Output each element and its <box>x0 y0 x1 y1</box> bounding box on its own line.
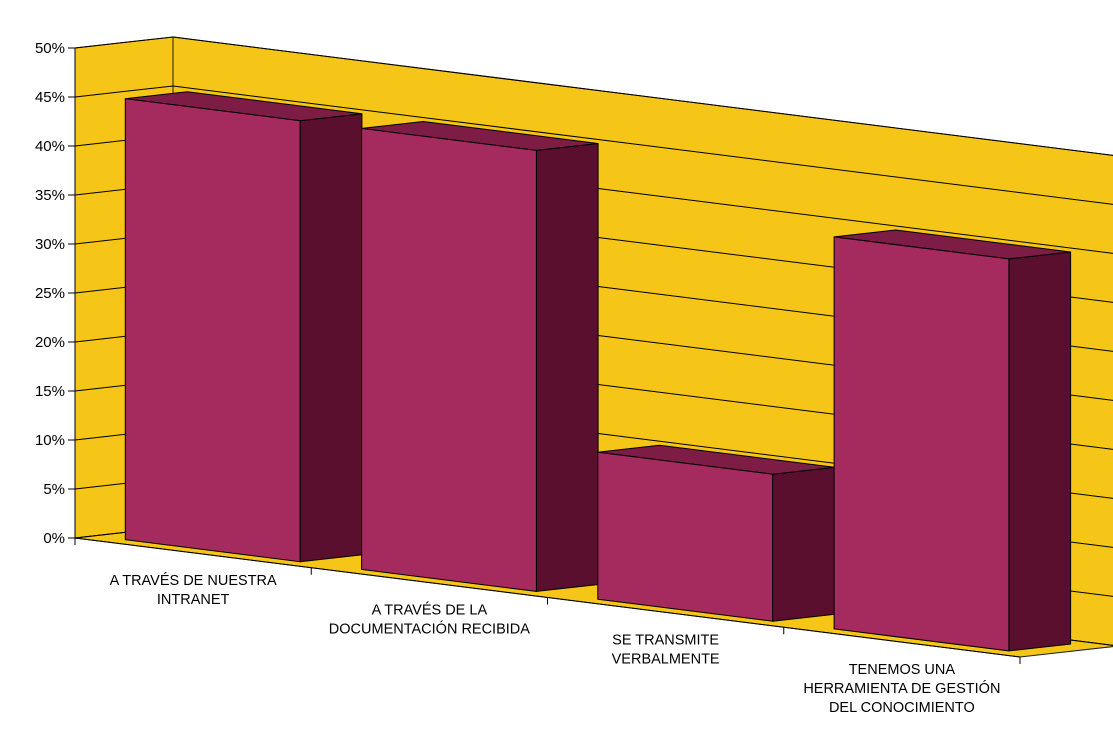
bar-front <box>124 98 301 563</box>
y-tick-label: 20% <box>35 334 65 351</box>
x-tick-label-line: HERRAMIENTA DE GESTIÓN <box>803 680 1000 697</box>
x-tick-label: A TRAVÉS DE NUESTRA INTRANET <box>110 572 277 608</box>
x-tick-label-line: TENEMOS UNA <box>849 662 956 678</box>
x-tick-label-line: A TRAVÉS DE LA <box>372 602 488 619</box>
bar-front <box>361 127 537 592</box>
x-tick-label: SE TRANSMITE VERBALMENTE <box>612 632 720 667</box>
y-tick-label: 0% <box>43 530 65 547</box>
x-tick-label-line: DEL CONOCIMIENTO <box>829 700 975 716</box>
bar <box>833 229 1072 652</box>
bar-side <box>535 142 599 592</box>
y-tick-label: 45% <box>35 89 65 106</box>
y-tick-label: 25% <box>35 285 65 302</box>
x-tick-label-line: INTRANET <box>157 592 230 608</box>
x-tick-label-line: SE TRANSMITE <box>612 632 719 648</box>
x-axis-tick-labels: A TRAVÉS DE NUESTRA INTRANET A TRAVÉS DE L… <box>110 572 1001 716</box>
y-tick-label: 5% <box>43 481 65 498</box>
bar <box>124 91 363 563</box>
y-tick-label: 15% <box>35 383 65 400</box>
y-tick-label: 50% <box>35 40 65 57</box>
bar <box>597 444 835 622</box>
bar-side <box>1008 251 1072 652</box>
bar <box>361 120 599 592</box>
x-tick-label: TENEMOS UNA HERRAMIENTA DE GESTIÓN DEL CON… <box>803 662 1000 716</box>
x-tick-label-line: A TRAVÉS DE NUESTRA <box>110 572 277 589</box>
y-axis-tick-labels: 0% 5% 10% 15% 20% 25% 30% 35% 40% 45% 50% <box>35 40 65 547</box>
y-tick-label: 30% <box>35 236 65 253</box>
x-tick-label: A TRAVÉS DE LA DOCUMENTACIÓN RECIBIDA <box>329 602 530 638</box>
y-tick-label: 40% <box>35 138 65 155</box>
bar-side <box>299 113 363 563</box>
gridline <box>74 36 1113 156</box>
x-tick-label-line: VERBALMENTE <box>612 651 720 667</box>
bar-side <box>772 466 835 622</box>
gridline <box>74 85 1113 205</box>
bars <box>124 91 1072 652</box>
bar-front <box>833 236 1010 652</box>
bar-front <box>597 451 774 622</box>
y-tick-label: 10% <box>35 432 65 449</box>
y-tick-label: 35% <box>35 187 65 204</box>
x-tick-label-line: DOCUMENTACIÓN RECIBIDA <box>329 621 530 638</box>
axes <box>68 47 1021 664</box>
